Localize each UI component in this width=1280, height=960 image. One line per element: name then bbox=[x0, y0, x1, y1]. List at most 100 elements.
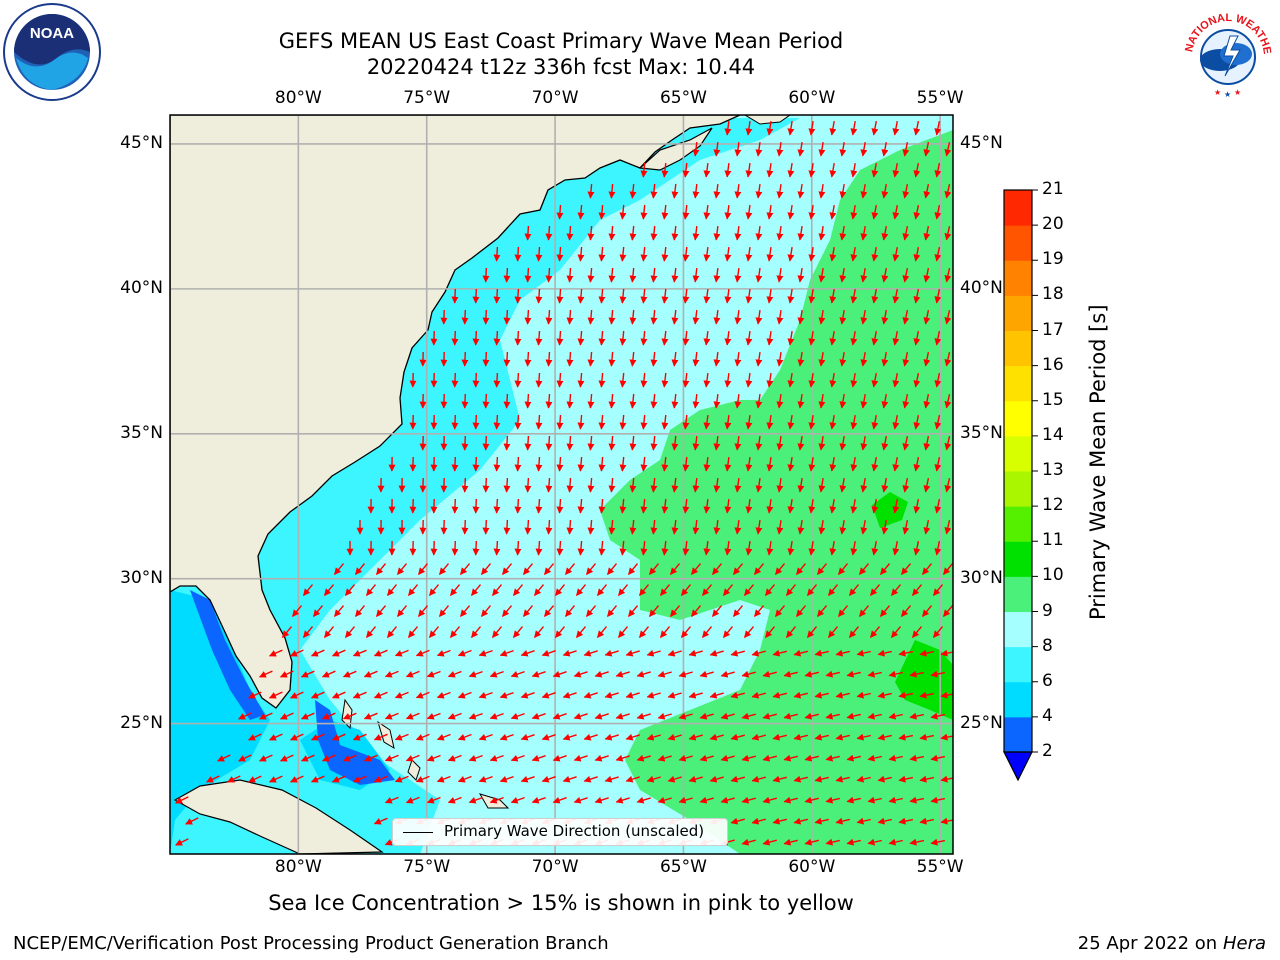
wave-arrow-816 bbox=[227, 775, 241, 783]
wave-arrow-615 bbox=[331, 649, 346, 657]
wave-arrow-563 bbox=[606, 605, 618, 617]
wave-arrow-904 bbox=[877, 817, 892, 825]
wave-arrow-279 bbox=[650, 393, 658, 409]
wave-arrow-830 bbox=[520, 775, 535, 783]
lon-tick-bottom-2: 70°W bbox=[531, 857, 579, 877]
wave-arrow-341 bbox=[860, 435, 868, 451]
wave-arrow-646 bbox=[279, 670, 294, 678]
lon-tick-top-0: 80°W bbox=[274, 88, 322, 108]
wave-arrow-42 bbox=[650, 183, 658, 199]
wave-arrow-723 bbox=[468, 712, 483, 720]
wave-arrow-273 bbox=[524, 393, 532, 409]
wave-arrow-228 bbox=[671, 351, 679, 367]
wave-arrow-140 bbox=[923, 267, 931, 283]
wave-arrow-342 bbox=[881, 435, 889, 451]
wave-arrow-446 bbox=[713, 520, 721, 535]
wave-arrow-873 bbox=[825, 796, 840, 804]
colorbar-tick-10: 15 bbox=[1042, 389, 1064, 410]
wave-arrow-306 bbox=[661, 414, 669, 430]
wave-arrow-153 bbox=[682, 288, 690, 304]
wave-arrow-221 bbox=[524, 351, 532, 367]
wave-arrow-699 bbox=[688, 691, 703, 699]
wave-arrow-463 bbox=[451, 540, 459, 556]
wave-arrow-525 bbox=[470, 584, 482, 596]
wave-arrow-379 bbox=[503, 477, 511, 493]
wave-arrow-383 bbox=[587, 477, 595, 493]
wave-arrow-778 bbox=[919, 733, 935, 741]
wave-arrow-278 bbox=[629, 393, 637, 409]
wave-arrow-24 bbox=[640, 162, 648, 178]
wave-arrow-385 bbox=[629, 477, 637, 493]
wave-arrow-267 bbox=[934, 372, 942, 388]
wave-arrow-164 bbox=[913, 288, 921, 304]
wave-arrow-274 bbox=[545, 393, 553, 409]
wave-arrow-299 bbox=[514, 414, 522, 430]
wave-arrow-647 bbox=[300, 670, 315, 678]
wave-arrow-415 bbox=[661, 498, 669, 514]
wave-arrow-590 bbox=[491, 626, 503, 638]
wave-arrow-902 bbox=[835, 817, 850, 825]
wave-arrow-782 bbox=[258, 754, 273, 762]
colorbar-tick-11: 16 bbox=[1042, 354, 1064, 375]
wave-arrow-208 bbox=[787, 330, 795, 346]
wave-arrow-602 bbox=[743, 626, 755, 638]
wave-arrow-514 bbox=[900, 563, 912, 575]
wave-arrow-515 bbox=[921, 563, 933, 575]
wave-arrow-558 bbox=[501, 605, 513, 617]
wave-arrow-504 bbox=[690, 563, 702, 575]
wave-arrow-758 bbox=[499, 733, 514, 741]
wave-arrow-813 bbox=[909, 754, 925, 762]
wave-arrow-171 bbox=[545, 309, 553, 325]
wave-arrow-71 bbox=[850, 204, 858, 220]
lat-tick-left-1: 40°N bbox=[120, 277, 163, 298]
wave-arrow-859 bbox=[531, 796, 546, 804]
wave-arrow-796 bbox=[552, 754, 567, 762]
wave-arrow-263 bbox=[850, 372, 858, 388]
wave-arrow-176 bbox=[650, 309, 658, 325]
wave-arrow-519 bbox=[344, 584, 356, 596]
wave-arrow-378 bbox=[482, 477, 490, 493]
wave-arrow-538 bbox=[743, 584, 755, 596]
wave-arrow-145 bbox=[514, 288, 522, 304]
wave-arrow-417 bbox=[703, 499, 711, 514]
wave-arrow-472 bbox=[640, 540, 648, 556]
wave-arrow-550 bbox=[333, 605, 345, 617]
wave-arrow-391 bbox=[755, 477, 763, 493]
wave-arrow-536 bbox=[701, 584, 713, 596]
wave-arrow-363 bbox=[745, 456, 753, 472]
wave-arrow-357 bbox=[619, 456, 627, 472]
lon-tick-bottom-0: 80°W bbox=[274, 857, 322, 877]
wave-arrow-901 bbox=[814, 817, 829, 825]
colorbar-tick-5: 10 bbox=[1042, 565, 1064, 586]
wave-arrow-340 bbox=[839, 435, 847, 451]
wave-arrow-0 bbox=[724, 121, 732, 136]
wave-arrow-104 bbox=[640, 246, 648, 262]
wave-arrow-483 bbox=[871, 540, 879, 556]
wave-arrow-389 bbox=[713, 478, 721, 493]
wave-arrow-475 bbox=[703, 541, 711, 556]
wave-arrow-468 bbox=[556, 540, 564, 556]
wave-arrow-867 bbox=[699, 796, 714, 804]
wave-arrow-805 bbox=[741, 754, 756, 762]
wave-arrow-392 bbox=[776, 477, 784, 493]
wave-arrow-760 bbox=[541, 733, 556, 741]
wave-arrow-879 bbox=[185, 817, 199, 825]
wave-arrow-790 bbox=[426, 754, 441, 762]
wave-arrow-75 bbox=[934, 204, 942, 220]
wave-arrow-48 bbox=[776, 183, 784, 199]
wave-arrow-540 bbox=[785, 584, 797, 596]
land-nova-scotia bbox=[638, 127, 713, 171]
wave-arrow-687 bbox=[436, 691, 451, 699]
wave-arrow-301 bbox=[556, 414, 564, 430]
wave-arrow-100 bbox=[556, 246, 564, 262]
wave-arrow-742 bbox=[867, 712, 882, 720]
wave-arrow-583 bbox=[344, 626, 356, 638]
wave-arrow-305 bbox=[640, 414, 648, 430]
colorbar-label: Primary Wave Mean Period [s] bbox=[1086, 304, 1110, 620]
colorbar-tick-1: 4 bbox=[1042, 705, 1053, 726]
wave-arrow-137 bbox=[860, 267, 868, 283]
wave-arrow-339 bbox=[818, 435, 826, 451]
wave-arrow-841 bbox=[751, 775, 766, 783]
wave-arrow-586 bbox=[407, 626, 419, 638]
wave-arrow-133 bbox=[776, 267, 784, 283]
